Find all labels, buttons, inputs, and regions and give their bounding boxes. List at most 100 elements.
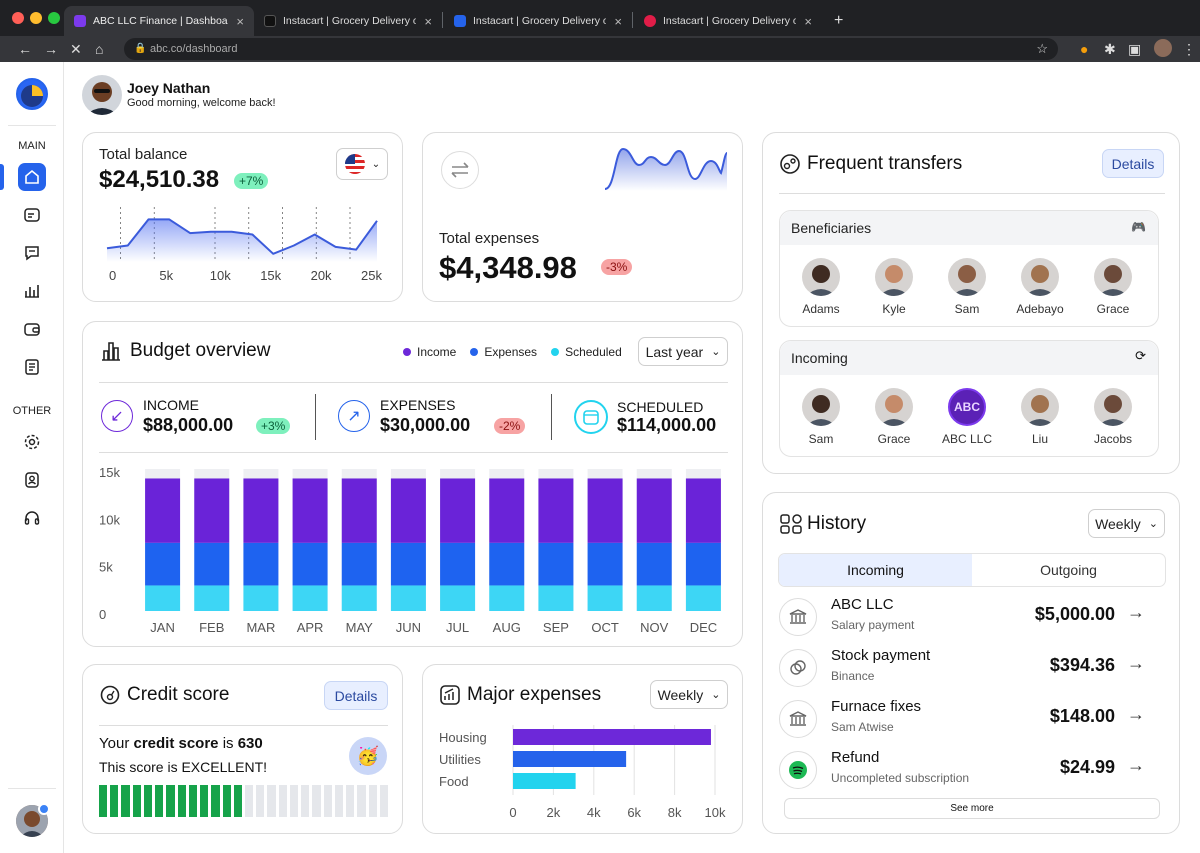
x-tick-label: JUN — [396, 620, 421, 635]
x-tick-label: 0 — [509, 805, 516, 820]
arrow-right-icon[interactable]: → — [1127, 602, 1145, 622]
address-bar[interactable]: 🔒 abc.co/dashboard ☆ — [124, 38, 1058, 60]
bar-income — [636, 478, 672, 543]
history-item-name: Refund — [831, 749, 880, 766]
history-item-sub: Uncompleted subscription — [831, 771, 970, 785]
avatar-icon — [1094, 258, 1132, 296]
close-tab-icon[interactable]: × — [614, 13, 622, 29]
contact-avatar[interactable]: ABC ABC LLC — [932, 388, 1002, 446]
bar-expenses — [489, 542, 525, 586]
contact-avatar[interactable]: Liu — [1005, 388, 1075, 446]
maximize-window-button[interactable] — [48, 12, 60, 24]
contact-avatar[interactable]: Grace — [1078, 258, 1148, 316]
incoming-label: Incoming — [791, 350, 848, 366]
back-icon[interactable]: ← — [18, 41, 32, 57]
home-icon[interactable]: ⌂ — [95, 41, 104, 57]
minimize-window-button[interactable] — [30, 12, 42, 24]
avatar-icon — [1094, 388, 1132, 426]
history-item[interactable]: Refund Uncompleted subscription $24.99 → — [779, 747, 1149, 793]
balance-line — [106, 218, 378, 255]
contact-avatar[interactable]: Sam — [786, 388, 856, 446]
close-tab-icon[interactable]: × — [804, 13, 812, 29]
bookmark-star-icon[interactable]: ☆ — [1036, 41, 1048, 56]
history-item[interactable]: ABC LLC Salary payment $5,000.00 → — [779, 594, 1149, 640]
bar-scheduled — [440, 585, 476, 611]
meter-segment-filled — [110, 785, 119, 817]
contact-avatar[interactable]: Sam — [932, 258, 1002, 316]
y-tick-label: 5k — [99, 560, 113, 575]
profile-avatar-icon[interactable] — [1154, 39, 1172, 57]
history-period-dropdown[interactable]: Weekly ⌄ — [1088, 509, 1165, 538]
balance-area-chart: 0 5k 10k 15k 20k 25k — [106, 207, 382, 283]
budget-period-dropdown[interactable]: Last year ⌄ — [638, 337, 728, 366]
category-label: Housing — [439, 730, 487, 745]
browser-tab-instacart-2[interactable]: Instacart | Grocery Delivery or × — [444, 6, 632, 36]
browser-tab-instacart-1[interactable]: Instacart | Grocery Delivery or × — [254, 6, 442, 36]
contact-avatar[interactable]: Kyle — [859, 258, 929, 316]
sidebar: MAIN OTHER — [0, 62, 64, 853]
history-item[interactable]: Stock payment Binance $394.36 → — [779, 645, 1149, 691]
browser-tab-dashboard[interactable]: ABC LLC Finance | Dashboard × — [64, 6, 254, 36]
stop-loading-icon[interactable]: ✕ — [70, 41, 82, 57]
tab-outgoing[interactable]: Outgoing — [1040, 562, 1097, 578]
new-tab-button[interactable]: + — [824, 6, 854, 36]
url-text: abc.co/dashboard — [150, 43, 238, 55]
contact-avatar[interactable]: Adams — [786, 258, 856, 316]
header-avatar[interactable] — [82, 75, 122, 115]
contact-avatar[interactable]: Grace — [859, 388, 929, 446]
nav-cards[interactable] — [18, 201, 46, 229]
chevron-down-icon: ⌄ — [371, 158, 381, 170]
contact-avatar[interactable]: Adebayo — [1005, 258, 1075, 316]
browser-menu-icon[interactable]: ⋮ — [1182, 41, 1196, 57]
currency-selector[interactable]: ⌄ — [336, 148, 388, 180]
major-period-dropdown[interactable]: Weekly ⌄ — [650, 680, 728, 709]
gamepad-icon[interactable]: 🎮 — [1131, 220, 1146, 234]
bar-income — [440, 478, 476, 543]
user-avatar[interactable] — [16, 805, 48, 837]
nav-analytics[interactable] — [18, 277, 46, 305]
avatar-icon — [802, 388, 840, 426]
nav-messages[interactable] — [18, 239, 46, 267]
credit-text-prefix: Your — [99, 735, 134, 752]
frequent-details-button[interactable]: Details — [1102, 149, 1164, 178]
expenses-label: EXPENSES — [380, 397, 456, 413]
nav-home[interactable] — [18, 163, 46, 191]
bar-housing — [513, 729, 711, 745]
nav-settings[interactable] — [18, 428, 46, 456]
close-tab-icon[interactable]: × — [424, 13, 432, 29]
refresh-icon[interactable]: ⟳ — [1135, 348, 1146, 363]
side-panel-icon[interactable]: ▣ — [1128, 41, 1142, 57]
contact-name: Jacobs — [1093, 432, 1133, 446]
close-tab-icon[interactable]: × — [236, 13, 244, 29]
nav-profile[interactable] — [18, 466, 46, 494]
bar-income — [194, 478, 230, 543]
see-more-button[interactable]: See more — [784, 798, 1160, 819]
bar-expenses — [636, 542, 672, 586]
forward-icon[interactable]: → — [44, 41, 58, 57]
close-window-button[interactable] — [12, 12, 24, 24]
arrow-right-icon[interactable]: → — [1127, 653, 1145, 673]
meter-segment-filled — [121, 785, 130, 817]
balance-amount: $24,510.38 — [99, 166, 220, 193]
extension-fox-icon[interactable]: ● — [1080, 41, 1089, 57]
nav-wallet[interactable] — [18, 315, 46, 343]
arrow-right-icon[interactable]: → — [1127, 704, 1145, 724]
meter-segment-empty — [323, 785, 332, 817]
total-expenses-card: Total expenses $4,348.98 -3% — [422, 132, 743, 302]
bar-expenses — [243, 542, 279, 586]
extensions-puzzle-icon[interactable]: ✱ — [1104, 41, 1116, 57]
tab-incoming[interactable]: Incoming — [779, 554, 972, 586]
nav-documents[interactable] — [18, 353, 46, 381]
app-logo[interactable] — [16, 78, 48, 110]
frequent-transfers-card: Frequent transfers Details Beneficiaries… — [762, 132, 1180, 474]
nav-support[interactable] — [18, 504, 46, 532]
credit-details-button[interactable]: Details — [324, 681, 388, 710]
y-tick-label: 15k — [99, 465, 120, 480]
legend-income: Income — [403, 345, 456, 359]
history-item[interactable]: Furnace fixes Sam Atwise $148.00 → — [779, 696, 1149, 742]
scheduled-value: $114,000.00 — [617, 415, 717, 435]
browser-tab-instacart-3[interactable]: Instacart | Grocery Delivery or × — [634, 6, 822, 36]
arrow-right-icon[interactable]: → — [1127, 755, 1145, 775]
bar-expenses — [390, 542, 426, 586]
contact-avatar[interactable]: Jacobs — [1078, 388, 1148, 446]
